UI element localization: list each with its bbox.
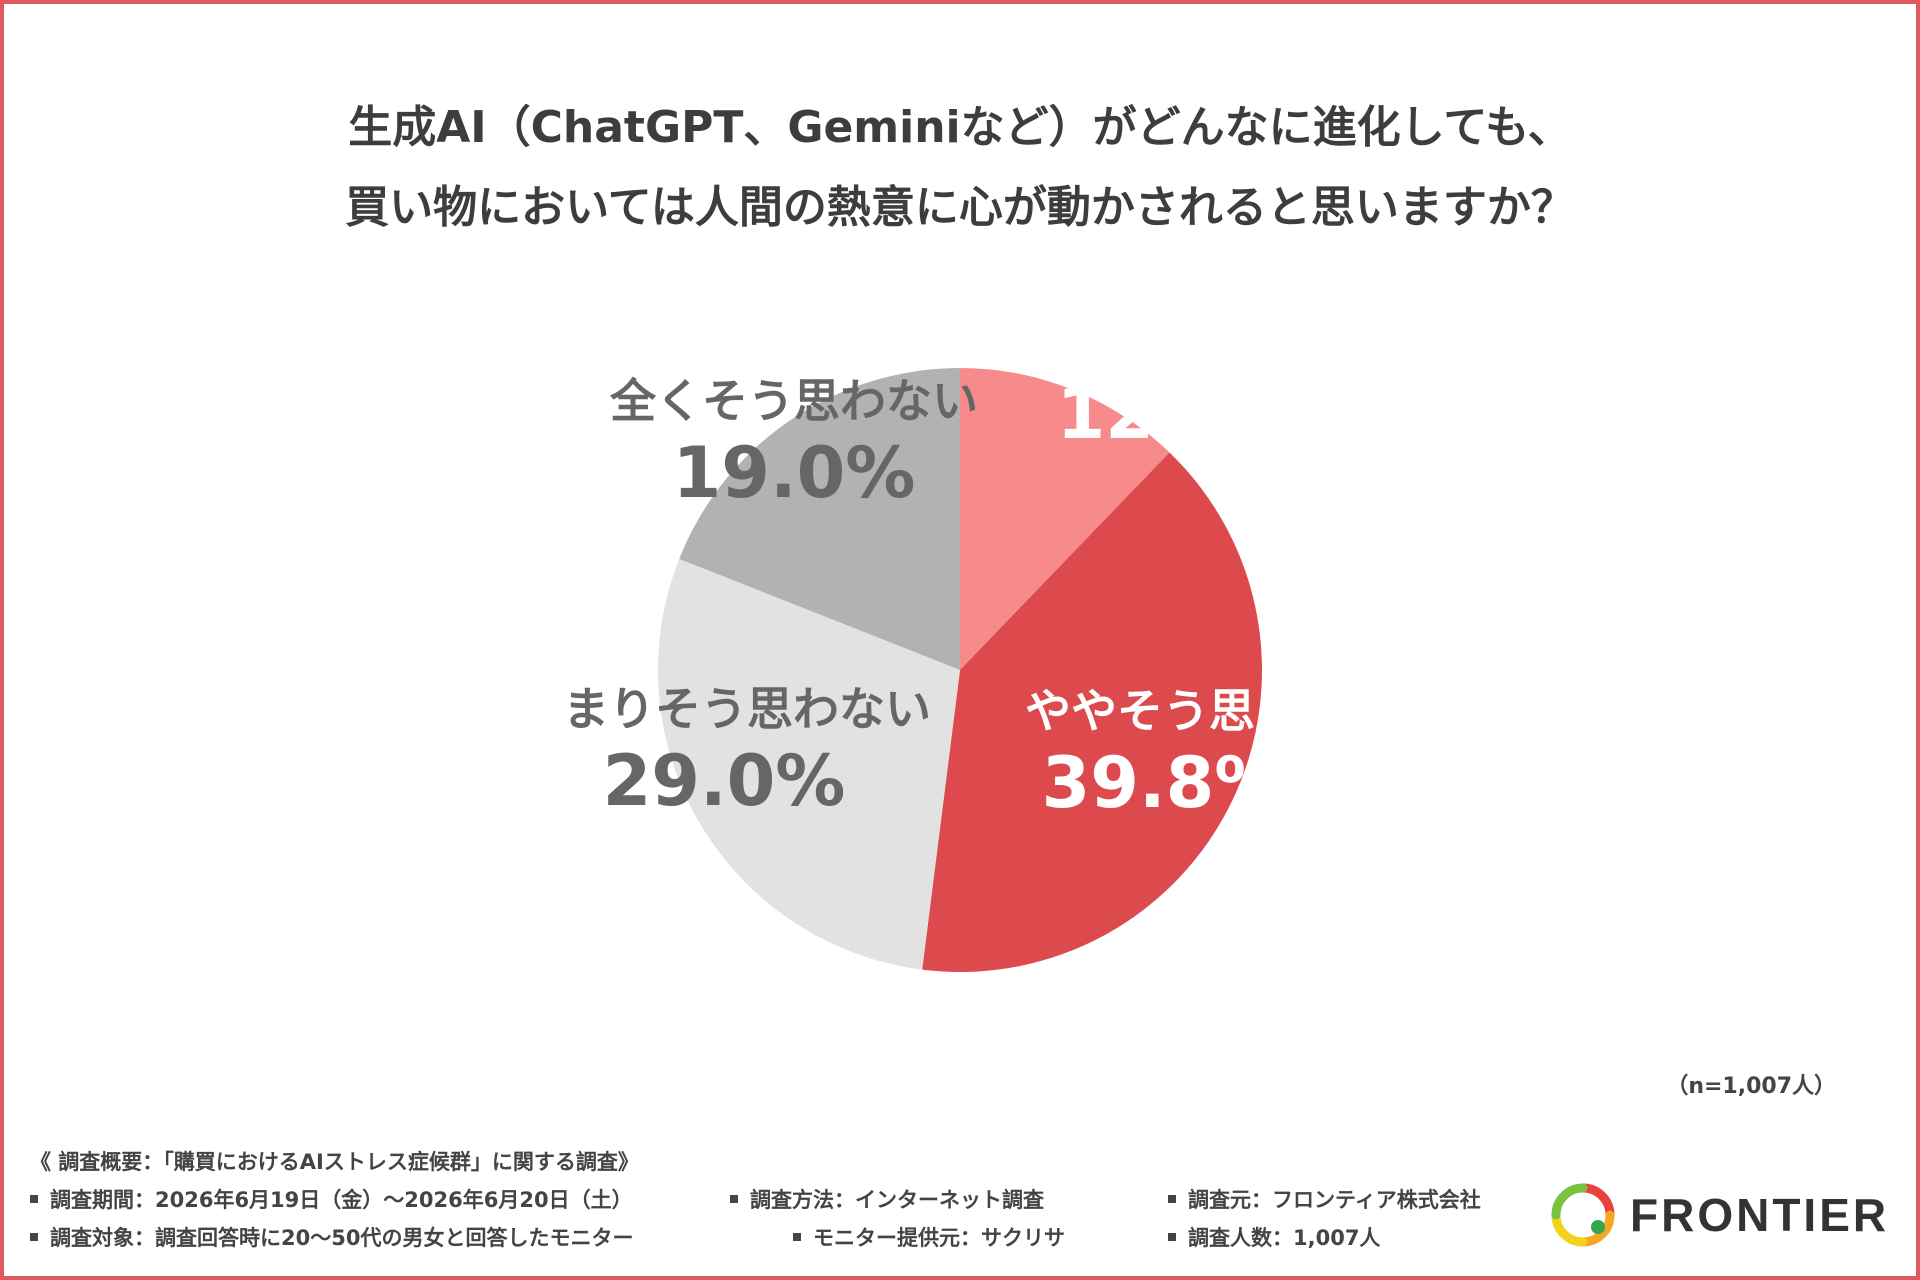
- slice-label: あまりそう思わない: [560, 682, 931, 736]
- pie-slice: [658, 558, 960, 970]
- slice-percentage: 19.0%: [673, 432, 916, 514]
- pie-slice: [922, 452, 1262, 972]
- slice-label: ややそう思う: [1025, 684, 1301, 738]
- title-line-2: 買い物においては人間の熱意に心が動かされると思いますか？: [345, 182, 1575, 233]
- title-line-1: 生成AI（ChatGPT、Geminiなど）がどんなに進化しても、: [348, 102, 1572, 153]
- survey-period: 調査期間：2026年6月19日（金）〜2026年6月20日（土）: [30, 1181, 633, 1219]
- slice-percentage: 29.0%: [603, 740, 846, 822]
- frontier-ring-logo-icon: [1551, 1183, 1615, 1247]
- slice-percentage: 39.8%: [1042, 742, 1285, 824]
- survey-method: 調査方法：インターネット調査: [730, 1181, 1044, 1219]
- survey-heading: 《 調査概要：「購買におけるAIストレス症候群」に関する調査》: [30, 1150, 639, 1174]
- sample-size-note: （n=1,007人）: [1666, 1074, 1836, 1099]
- survey-organizer: 調査元：フロンティア株式会社: [1168, 1181, 1481, 1219]
- survey-provider: モニター提供元：サクリサ: [793, 1219, 1065, 1257]
- chart-title: 生成AI（ChatGPT、Geminiなど）がどんなに進化しても、 買い物におい…: [0, 88, 1920, 248]
- slice-label: 全くそう思わない: [609, 374, 978, 428]
- pie-slice: [679, 368, 960, 670]
- frontier-logo-text: FRONTIER: [1630, 1189, 1890, 1241]
- survey-target: 調査対象：調査回答時に20〜50代の男女と回答したモニター: [30, 1219, 633, 1257]
- survey-count: 調査人数：1,007人: [1168, 1219, 1380, 1257]
- slice-label: とてもそう思う: [1019, 315, 1336, 369]
- slice-percentage: 12.2%: [1057, 373, 1300, 455]
- pie-slice: [960, 368, 1170, 670]
- frontier-logo[interactable]: FRONTIER: [1548, 1180, 1889, 1250]
